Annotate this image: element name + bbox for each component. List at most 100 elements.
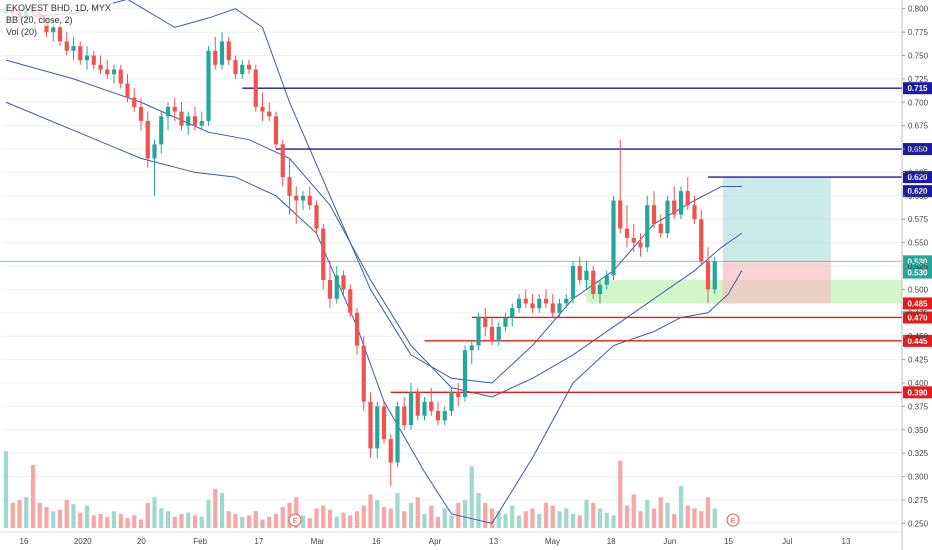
candle-body xyxy=(550,303,555,313)
volume-bar xyxy=(584,500,589,528)
price-tag-label: 0.530 xyxy=(907,257,928,266)
volume-bar xyxy=(658,497,663,528)
volume-bar xyxy=(132,515,137,528)
volume-bar xyxy=(327,509,333,528)
candle-body xyxy=(105,69,110,75)
candle-body xyxy=(186,116,191,126)
price-tag-label: 0.530 xyxy=(907,269,928,278)
volume-bar xyxy=(341,512,346,528)
volume-bar xyxy=(314,508,319,528)
volume-bar xyxy=(510,505,515,528)
volume-bar xyxy=(307,518,312,528)
volume-bar xyxy=(192,515,198,528)
volume-bar xyxy=(145,502,150,528)
earnings-label: E xyxy=(293,518,298,525)
candle-body xyxy=(415,392,420,416)
candle-body xyxy=(516,298,522,309)
candle-body xyxy=(375,406,380,449)
time-tick-label: 20 xyxy=(137,537,146,546)
candle-body xyxy=(84,55,90,61)
candle-body xyxy=(10,8,15,14)
volume-bar xyxy=(429,505,434,528)
volume-bar xyxy=(368,494,373,528)
volume-bar xyxy=(84,505,90,528)
candle-body xyxy=(537,298,542,309)
candle-body xyxy=(287,177,292,196)
candle-body xyxy=(334,275,339,299)
price-tick-label: 0.400 xyxy=(908,379,929,388)
volume-bar xyxy=(91,515,96,528)
candle-body xyxy=(645,205,650,248)
candle-body xyxy=(206,50,211,121)
candle-body xyxy=(611,200,616,276)
volume-bar xyxy=(408,502,414,528)
volume-bar xyxy=(395,493,400,528)
volume-bar xyxy=(71,504,76,528)
volume-bar xyxy=(118,514,123,528)
candles-layer xyxy=(3,4,717,486)
candle-body xyxy=(165,106,171,117)
candle-body xyxy=(24,8,29,19)
volume-bar xyxy=(597,508,603,528)
volume-bar xyxy=(516,515,522,528)
price-tick-label: 0.725 xyxy=(908,75,929,84)
time-tick-label: May xyxy=(545,537,560,546)
price-tick-label: 0.750 xyxy=(908,51,929,60)
volume-bar xyxy=(557,511,562,528)
volume-bar xyxy=(651,508,657,528)
candle-body xyxy=(361,345,366,402)
candle-body xyxy=(307,195,312,206)
bollinger-middle xyxy=(5,59,743,398)
price-tick-label: 0.525 xyxy=(908,262,929,271)
volume-bar xyxy=(179,514,184,528)
volume-bar xyxy=(17,500,22,528)
level-tag xyxy=(903,311,932,324)
price-tick-label: 0.250 xyxy=(908,519,929,528)
level-tag-label: 0.715 xyxy=(907,84,928,93)
candle-body xyxy=(496,326,501,341)
volume-bar xyxy=(105,516,110,528)
volume-bar xyxy=(24,497,29,528)
candle-body xyxy=(422,401,427,416)
candle-body xyxy=(530,303,535,309)
price-tag xyxy=(903,255,932,268)
candle-body xyxy=(138,106,144,121)
candle-body xyxy=(510,308,515,318)
candle-body xyxy=(543,298,549,304)
candle-body xyxy=(651,205,657,224)
candle-body xyxy=(327,280,333,299)
target-zone xyxy=(722,177,831,262)
volume-bar xyxy=(206,500,211,528)
candle-body xyxy=(51,27,56,33)
price-tag-label: 0.620 xyxy=(907,187,928,196)
candle-body xyxy=(584,270,589,281)
candle-body xyxy=(564,298,569,304)
candle-body xyxy=(172,106,177,112)
candle-body xyxy=(672,200,677,215)
volume-bar xyxy=(64,500,69,528)
volume-bar xyxy=(442,508,447,528)
time-tick-label: Mar xyxy=(311,537,325,546)
candle-body xyxy=(341,275,346,290)
volume-bar xyxy=(604,512,609,528)
volume-bar xyxy=(469,466,474,528)
volume-bar xyxy=(111,511,117,528)
candle-body xyxy=(570,266,576,299)
candle-body xyxy=(314,205,319,229)
time-tick-label: 13 xyxy=(842,537,851,546)
volume-bar xyxy=(550,505,555,528)
volume-bar xyxy=(240,516,245,528)
zones-layer xyxy=(2,8,902,524)
candle-body xyxy=(348,289,353,313)
volume-bar xyxy=(483,502,488,528)
volume-bar xyxy=(186,512,191,528)
level-tag xyxy=(903,386,932,399)
volume-bar xyxy=(476,493,481,528)
price-axis: 0.800 0.775 0.750 0.725 0.700 0.675 0.650 0.625… xyxy=(901,0,929,550)
price-tag xyxy=(903,297,932,310)
volume-bar xyxy=(354,511,360,528)
candle-body xyxy=(98,64,103,70)
volume-bar xyxy=(10,502,15,528)
volume-bar xyxy=(496,511,501,528)
